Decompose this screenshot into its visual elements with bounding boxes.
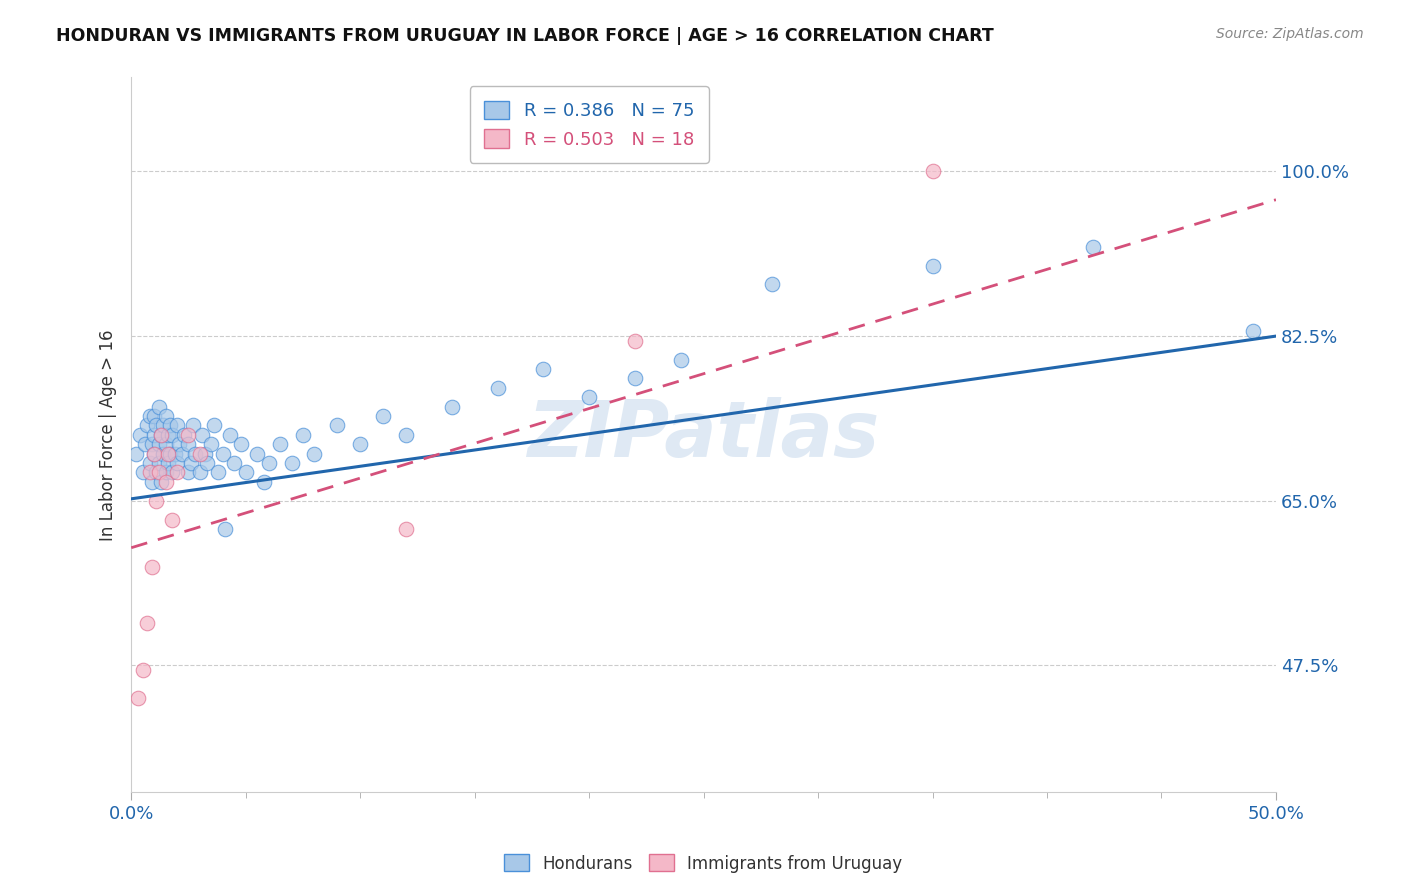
Point [156, 447, 179, 461]
Point [200, 437, 222, 451]
Point [257, 456, 280, 470]
Point [191, 428, 214, 442]
Point [145, 493, 167, 508]
Point [134, 437, 156, 451]
Point [921, 164, 943, 178]
Point [395, 522, 418, 536]
Point [180, 456, 202, 470]
Point [253, 475, 276, 489]
Point [246, 447, 269, 461]
Point [1241, 325, 1264, 339]
Point [188, 447, 211, 461]
Point [131, 663, 153, 677]
Point [127, 691, 149, 706]
Point [188, 466, 211, 480]
Legend: R = 0.386   N = 75, R = 0.503   N = 18: R = 0.386 N = 75, R = 0.503 N = 18 [470, 87, 709, 163]
Point [395, 428, 418, 442]
Point [193, 447, 215, 461]
Point [624, 371, 647, 385]
Point [181, 418, 204, 433]
Point [155, 475, 177, 489]
Point [669, 352, 692, 367]
Point [129, 428, 152, 442]
Point [143, 447, 166, 461]
Point [235, 466, 257, 480]
Point [148, 466, 170, 480]
Y-axis label: In Labor Force | Age > 16: In Labor Force | Age > 16 [100, 329, 117, 541]
Point [159, 447, 181, 461]
Point [136, 615, 159, 630]
Point [152, 418, 174, 433]
Point [1081, 240, 1104, 254]
Point [150, 475, 173, 489]
Point [155, 409, 177, 423]
Point [177, 466, 200, 480]
Text: HONDURAN VS IMMIGRANTS FROM URUGUAY IN LABOR FORCE | AGE > 16 CORRELATION CHART: HONDURAN VS IMMIGRANTS FROM URUGUAY IN L… [56, 27, 994, 45]
Point [231, 437, 253, 451]
Point [195, 456, 218, 470]
Point [143, 447, 166, 461]
Point [138, 409, 160, 423]
Point [166, 466, 188, 480]
Point [145, 418, 167, 433]
Point [371, 409, 394, 423]
Point [921, 259, 943, 273]
Point [148, 400, 170, 414]
Point [211, 447, 233, 461]
Legend: Hondurans, Immigrants from Uruguay: Hondurans, Immigrants from Uruguay [496, 847, 910, 880]
Point [169, 437, 191, 451]
Point [159, 418, 181, 433]
Point [440, 400, 463, 414]
Point [304, 447, 326, 461]
Point [218, 428, 240, 442]
Text: Source: ZipAtlas.com: Source: ZipAtlas.com [1216, 27, 1364, 41]
Point [202, 418, 225, 433]
Text: ZIPatlas: ZIPatlas [527, 397, 880, 473]
Point [163, 447, 186, 461]
Point [170, 447, 193, 461]
Point [269, 437, 291, 451]
Point [349, 437, 371, 451]
Point [162, 512, 184, 526]
Point [145, 466, 167, 480]
Point [155, 466, 177, 480]
Point [150, 428, 173, 442]
Point [166, 456, 188, 470]
Point [166, 418, 188, 433]
Point [207, 466, 229, 480]
Point [214, 522, 236, 536]
Point [761, 277, 783, 292]
Point [486, 381, 509, 395]
Point [141, 559, 163, 574]
Point [155, 437, 177, 451]
Point [125, 447, 148, 461]
Point [224, 456, 246, 470]
Point [150, 428, 173, 442]
Point [578, 390, 600, 404]
Point [624, 334, 647, 348]
Point [326, 418, 349, 433]
Point [136, 418, 159, 433]
Point [184, 447, 207, 461]
Point [162, 428, 184, 442]
Point [138, 456, 160, 470]
Point [177, 428, 200, 442]
Point [148, 437, 170, 451]
Point [143, 409, 166, 423]
Point [177, 437, 200, 451]
Point [148, 456, 170, 470]
Point [143, 428, 166, 442]
Point [531, 362, 554, 376]
Point [280, 456, 302, 470]
Point [141, 437, 163, 451]
Point [173, 428, 195, 442]
Point [138, 466, 160, 480]
Point [291, 428, 314, 442]
Point [162, 466, 184, 480]
Point [152, 447, 174, 461]
Point [156, 456, 179, 470]
Point [156, 428, 179, 442]
Point [141, 475, 163, 489]
Point [131, 466, 153, 480]
